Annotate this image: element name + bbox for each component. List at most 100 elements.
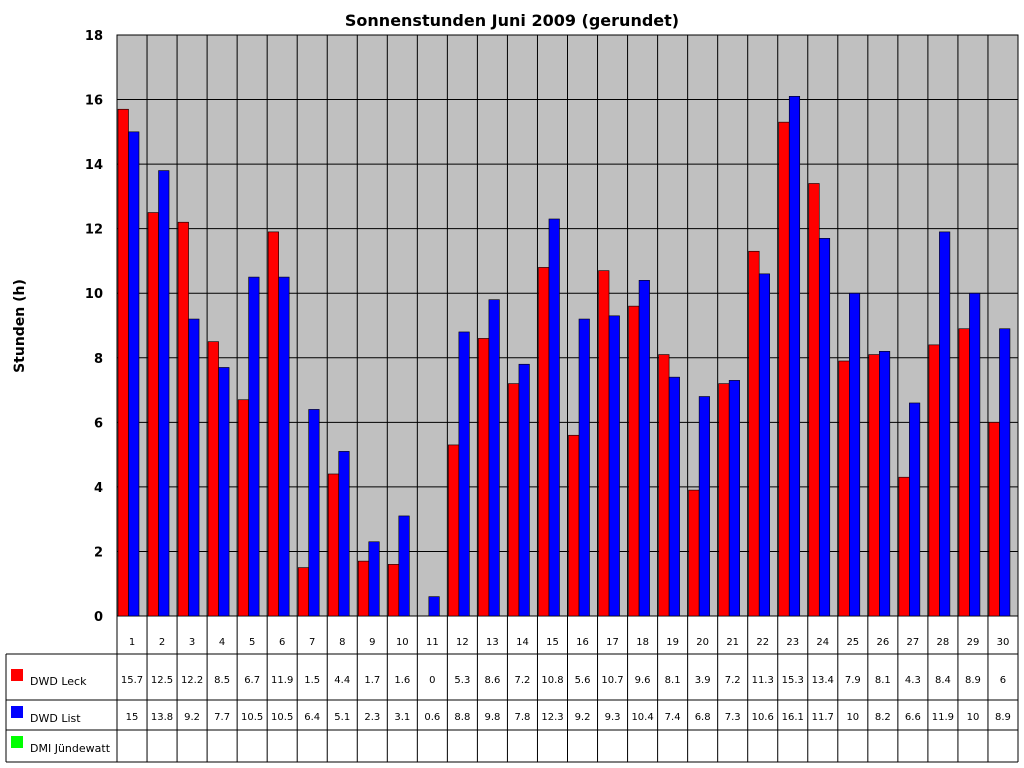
bar [327, 473, 340, 617]
data-label: 12.5 [151, 675, 173, 686]
data-label: 5.6 [575, 675, 591, 686]
bar [788, 96, 801, 617]
x-tick-label: 23 [786, 637, 799, 648]
plot-area: 0 2 4 6 8 10 12 14 16 18 [85, 29, 1019, 625]
bar [838, 360, 850, 617]
bar [338, 451, 350, 617]
data-label: 8.2 [875, 712, 891, 723]
bar [488, 299, 500, 617]
bar [368, 541, 380, 617]
bar [718, 383, 730, 617]
data-label: 3.1 [394, 712, 410, 723]
x-tick-label: 14 [516, 637, 529, 648]
legend-swatch [11, 736, 23, 748]
data-label: 8.8 [454, 712, 470, 723]
x-tick-label: 13 [486, 637, 499, 648]
bar [518, 363, 530, 617]
x-tick-label: 18 [636, 637, 649, 648]
y-tick-label: 4 [94, 481, 103, 496]
legend-swatch [11, 706, 23, 718]
x-tick-label: 10 [396, 637, 409, 648]
x-tick-label: 9 [369, 637, 375, 648]
bar [158, 170, 170, 617]
x-tick-label: 2 [159, 637, 165, 648]
y-tick-label: 18 [85, 29, 103, 44]
chart-title: Sonnenstunden Juni 2009 (gerundet) [345, 11, 679, 30]
bar [928, 344, 940, 617]
x-tick-label: 7 [309, 637, 315, 648]
bar [969, 292, 981, 617]
data-label: 10.8 [541, 675, 563, 686]
bar [598, 270, 610, 617]
bar [748, 250, 760, 617]
bar [758, 273, 771, 617]
x-tick-label: 15 [546, 637, 559, 648]
x-tick-label: 11 [426, 637, 439, 648]
legend-swatch [11, 669, 23, 681]
y-tick-label: 8 [94, 352, 103, 367]
bar [218, 367, 230, 617]
data-label: 8.6 [484, 675, 500, 686]
data-label: 13.8 [151, 712, 173, 723]
data-label: 2.3 [364, 712, 380, 723]
data-label: 4.3 [905, 675, 921, 686]
data-label: 10.4 [631, 712, 653, 723]
y-tick-label: 6 [94, 416, 103, 431]
bar [658, 354, 670, 617]
legend-label: DWD Leck [30, 675, 87, 688]
x-tick-label: 24 [816, 637, 829, 648]
bar [267, 231, 279, 617]
data-label: 1.5 [304, 675, 320, 686]
data-label: 6.8 [695, 712, 711, 723]
data-label: 4.4 [334, 675, 350, 686]
y-tick-label: 2 [94, 545, 103, 560]
data-label: 0 [429, 675, 435, 686]
x-tick-label: 4 [219, 637, 225, 648]
data-label: 8.1 [875, 675, 891, 686]
data-label: 11.9 [271, 675, 293, 686]
bar [818, 238, 831, 617]
data-label: 15 [126, 712, 139, 723]
data-label: 6 [1000, 675, 1006, 686]
bar [568, 434, 580, 617]
bar [308, 409, 320, 617]
data-label: 1.6 [394, 675, 410, 686]
x-tick-label: 12 [456, 637, 469, 648]
bar [387, 564, 400, 617]
x-tick-label: 6 [279, 637, 285, 648]
data-label: 10.6 [752, 712, 774, 723]
x-tick-label: 19 [666, 637, 679, 648]
x-tick-label: 28 [937, 637, 950, 648]
x-tick-label: 30 [997, 637, 1010, 648]
bar [898, 476, 910, 617]
x-tick-label: 27 [907, 637, 920, 648]
y-tick-label: 12 [85, 223, 103, 238]
x-tick-label: 5 [249, 637, 255, 648]
legend-label: DMI Jündewatt [30, 742, 111, 755]
x-tick-label: 26 [876, 637, 889, 648]
bar [868, 354, 880, 617]
bar [548, 218, 560, 617]
data-label: 1.7 [364, 675, 380, 686]
bar [848, 292, 861, 617]
data-label: 11.7 [812, 712, 834, 723]
bar [958, 328, 970, 617]
bar [909, 402, 921, 617]
bar [357, 560, 370, 617]
data-label: 7.9 [845, 675, 861, 686]
bar [939, 231, 951, 617]
data-label: 7.2 [725, 675, 741, 686]
legend-label: DWD List [30, 712, 81, 725]
bar [147, 212, 159, 617]
x-tick-label: 29 [967, 637, 980, 648]
x-tick-label: 17 [606, 637, 619, 648]
data-label: 11.9 [932, 712, 954, 723]
bar [698, 396, 710, 617]
x-tick-label: 22 [756, 637, 769, 648]
data-label: 6.7 [244, 675, 260, 686]
data-label: 15.7 [121, 675, 143, 686]
bar [668, 376, 680, 617]
bar [988, 422, 1000, 617]
bar [458, 331, 470, 617]
